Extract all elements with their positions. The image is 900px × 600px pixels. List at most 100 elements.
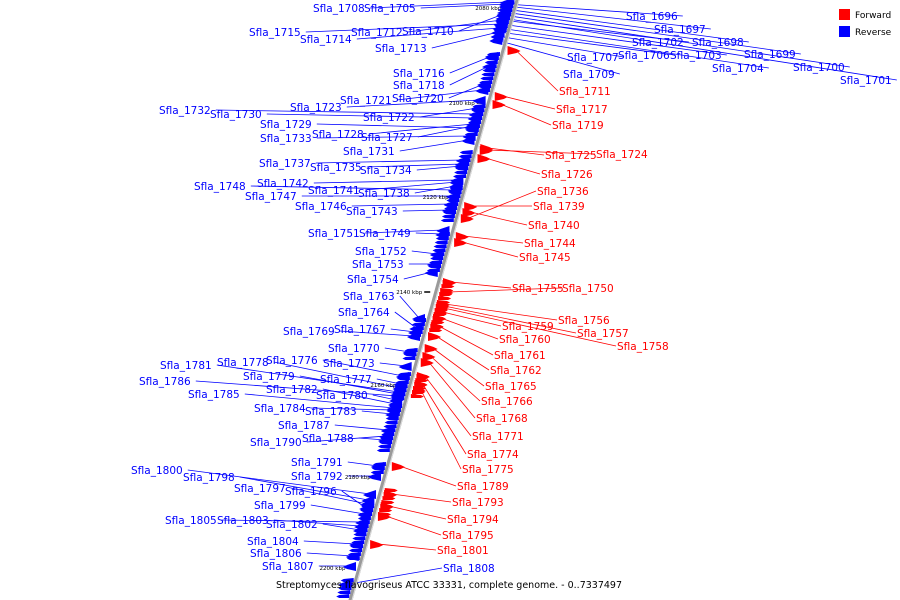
reverse-gene-label: Sfla_1705 xyxy=(364,3,416,15)
forward-gene-label: Sfla_1711 xyxy=(559,86,611,98)
forward-gene-label: Sfla_1755 xyxy=(512,283,564,295)
reverse-gene-arrow xyxy=(399,362,412,371)
forward-gene-label: Sfla_1759 xyxy=(502,321,554,333)
reverse-gene-label: Sfla_1706 xyxy=(618,50,670,62)
reverse-gene-label: Sfla_1791 xyxy=(291,457,343,469)
reverse-gene-label: Sfla_1780 xyxy=(316,390,368,402)
reverse-gene-block xyxy=(459,154,472,158)
forward-gene-label: Sfla_1775 xyxy=(462,464,514,476)
leader-line xyxy=(423,384,466,454)
reverse-gene-label: Sfla_1728 xyxy=(312,129,364,141)
reverse-gene-label: Sfla_1712 xyxy=(351,27,403,39)
reverse-gene-block xyxy=(349,548,362,552)
reverse-gene-label: Sfla_1701 xyxy=(840,75,892,87)
tick-label: 2120 kbp xyxy=(423,195,449,201)
reverse-gene-label: Sfla_1730 xyxy=(210,109,262,121)
reverse-gene-label: Sfla_1713 xyxy=(375,43,427,55)
reverse-gene-label: Sfla_1778 xyxy=(217,357,269,369)
tick-label: 2160 kbp xyxy=(370,383,396,389)
reverse-gene-label: Sfla_1733 xyxy=(260,133,312,145)
leader-line xyxy=(304,541,356,544)
forward-gene-arrow xyxy=(425,344,438,353)
forward-gene-label: Sfla_1801 xyxy=(437,545,489,557)
reverse-gene-label: Sfla_1798 xyxy=(183,472,235,484)
leader-line xyxy=(392,494,451,502)
reverse-gene-block xyxy=(434,244,447,248)
leader-line xyxy=(311,505,365,514)
reverse-gene-label: Sfla_1767 xyxy=(334,324,386,336)
forward-gene-label: Sfla_1725 xyxy=(545,150,597,162)
reverse-gene-block xyxy=(460,150,473,154)
reverse-gene-label: Sfla_1722 xyxy=(363,112,415,124)
forward-gene-block xyxy=(385,488,398,492)
reverse-gene-label: Sfla_1708 xyxy=(313,3,365,15)
leader-line xyxy=(386,516,441,535)
legend-forward-label: Forward xyxy=(855,11,891,21)
reverse-gene-label: Sfla_1710 xyxy=(402,26,454,38)
reverse-gene-label: Sfla_1742 xyxy=(257,178,309,190)
genome-diagram: 2080 kbp2100 kbp2120 kbp2140 kbp2160 kbp… xyxy=(0,0,900,600)
leader-line xyxy=(485,158,540,174)
leader-line xyxy=(501,104,551,125)
forward-gene-arrow xyxy=(495,92,508,101)
reverse-gene-label: Sfla_1754 xyxy=(347,274,399,286)
reverse-gene-label: Sfla_1718 xyxy=(393,80,445,92)
reverse-gene-label: Sfla_1727 xyxy=(361,132,413,144)
leader-line xyxy=(378,544,436,550)
forward-gene-label: Sfla_1739 xyxy=(533,201,585,213)
forward-gene-label: Sfla_1736 xyxy=(537,186,589,198)
leader-line xyxy=(400,296,419,318)
reverse-gene-label: Sfla_1746 xyxy=(295,201,347,213)
leader-line xyxy=(421,390,461,469)
reverse-gene-label: Sfla_1749 xyxy=(359,228,411,240)
reverse-gene-label: Sfla_1751 xyxy=(308,228,360,240)
reverse-gene-label: Sfla_1703 xyxy=(670,50,722,62)
reverse-gene-block xyxy=(384,424,397,428)
tick-label: 2200 kbp xyxy=(320,566,346,572)
reverse-gene-label: Sfla_1753 xyxy=(352,259,404,271)
reverse-gene-block xyxy=(487,52,500,56)
forward-gene-label: Sfla_1745 xyxy=(519,252,571,264)
leader-line xyxy=(400,466,456,486)
leader-line xyxy=(335,425,388,430)
forward-gene-arrow xyxy=(508,46,521,55)
leader-line xyxy=(403,210,449,211)
leader-line xyxy=(433,348,484,386)
reverse-gene-label: Sfla_1781 xyxy=(160,360,212,372)
reverse-gene-label: Sfla_1787 xyxy=(278,420,330,432)
leader-line xyxy=(436,336,489,370)
reverse-gene-label: Sfla_1723 xyxy=(290,102,342,114)
reverse-gene-label: Sfla_1797 xyxy=(234,483,286,495)
reverse-gene-label: Sfla_1788 xyxy=(302,433,354,445)
forward-gene-label: Sfla_1740 xyxy=(528,220,580,232)
reverse-gene-label: Sfla_1770 xyxy=(328,343,380,355)
reverse-gene-label: Sfla_1738 xyxy=(358,188,410,200)
legend-reverse-swatch xyxy=(839,26,850,37)
leader-line xyxy=(348,462,378,466)
reverse-gene-label: Sfla_1763 xyxy=(343,291,395,303)
leader-line xyxy=(516,50,558,91)
reverse-gene-block xyxy=(465,132,478,136)
reverse-gene-block xyxy=(405,348,418,352)
reverse-gene-label: Sfla_1803 xyxy=(217,515,269,527)
forward-gene-label: Sfla_1768 xyxy=(476,413,528,425)
tick-label: 2100 kbp xyxy=(449,101,475,107)
reverse-gene-label: Sfla_1702 xyxy=(632,37,684,49)
reverse-gene-block xyxy=(412,322,425,326)
reverse-gene-label: Sfla_1696 xyxy=(626,11,678,23)
legend-forward-swatch xyxy=(839,9,850,20)
reverse-gene-label: Sfla_1748 xyxy=(194,181,246,193)
reverse-gene-label: Sfla_1782 xyxy=(266,384,318,396)
reverse-gene-label: Sfla_1707 xyxy=(567,52,619,64)
reverse-gene-block xyxy=(378,444,391,448)
reverse-gene-block xyxy=(429,260,442,264)
forward-gene-label: Sfla_1726 xyxy=(541,169,593,181)
forward-gene-label: Sfla_1717 xyxy=(556,104,608,116)
reverse-gene-block xyxy=(398,372,411,376)
reverse-gene-block xyxy=(336,594,349,598)
reverse-gene-label: Sfla_1699 xyxy=(744,49,796,61)
reverse-gene-label: Sfla_1731 xyxy=(343,146,395,158)
forward-gene-block xyxy=(411,394,424,398)
reverse-gene-label: Sfla_1790 xyxy=(250,437,302,449)
forward-gene-arrow xyxy=(477,154,490,163)
